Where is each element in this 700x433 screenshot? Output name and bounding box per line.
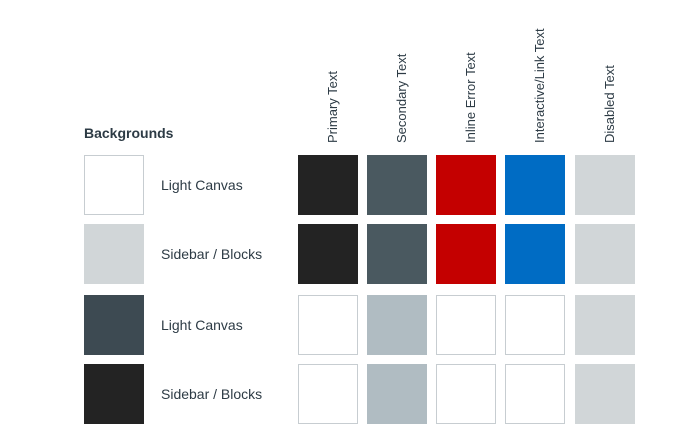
color-cell-link — [505, 364, 565, 424]
swatch-row: Light Canvas — [0, 295, 700, 355]
background-swatch — [84, 224, 144, 284]
color-cell-link — [505, 224, 565, 284]
backgrounds-heading: Backgrounds — [84, 125, 174, 141]
color-cell-secondary — [367, 155, 427, 215]
column-header-label: Inline Error Text — [463, 52, 478, 143]
color-cell-primary — [298, 224, 358, 284]
color-cell-primary — [298, 364, 358, 424]
row-label: Light Canvas — [161, 177, 243, 193]
swatch-row: Sidebar / Blocks — [0, 224, 700, 284]
row-label: Sidebar / Blocks — [161, 246, 263, 262]
row-label: Light Canvas — [161, 317, 243, 333]
background-swatch — [84, 295, 144, 355]
column-header-label: Secondary Text — [394, 53, 409, 143]
color-cell-error — [436, 295, 496, 355]
color-cell-secondary — [367, 364, 427, 424]
color-cell-error — [436, 224, 496, 284]
color-cell-disabled — [575, 155, 635, 215]
background-swatch — [84, 155, 144, 215]
color-cell-primary — [298, 155, 358, 215]
color-cell-secondary — [367, 295, 427, 355]
column-header-label: Interactive/Link Text — [532, 28, 547, 143]
color-cell-link — [505, 155, 565, 215]
color-cell-error — [436, 155, 496, 215]
color-cell-link — [505, 295, 565, 355]
background-swatch — [84, 364, 144, 424]
color-cell-error — [436, 364, 496, 424]
color-cell-secondary — [367, 224, 427, 284]
color-cell-disabled — [575, 295, 635, 355]
row-label: Sidebar / Blocks — [161, 386, 263, 402]
color-cell-disabled — [575, 224, 635, 284]
swatch-row: Light Canvas — [0, 155, 700, 215]
swatch-row: Sidebar / Blocks — [0, 364, 700, 424]
column-header-label: Primary Text — [325, 71, 340, 143]
column-header-label: Disabled Text — [602, 65, 617, 143]
color-cell-disabled — [575, 364, 635, 424]
color-cell-primary — [298, 295, 358, 355]
